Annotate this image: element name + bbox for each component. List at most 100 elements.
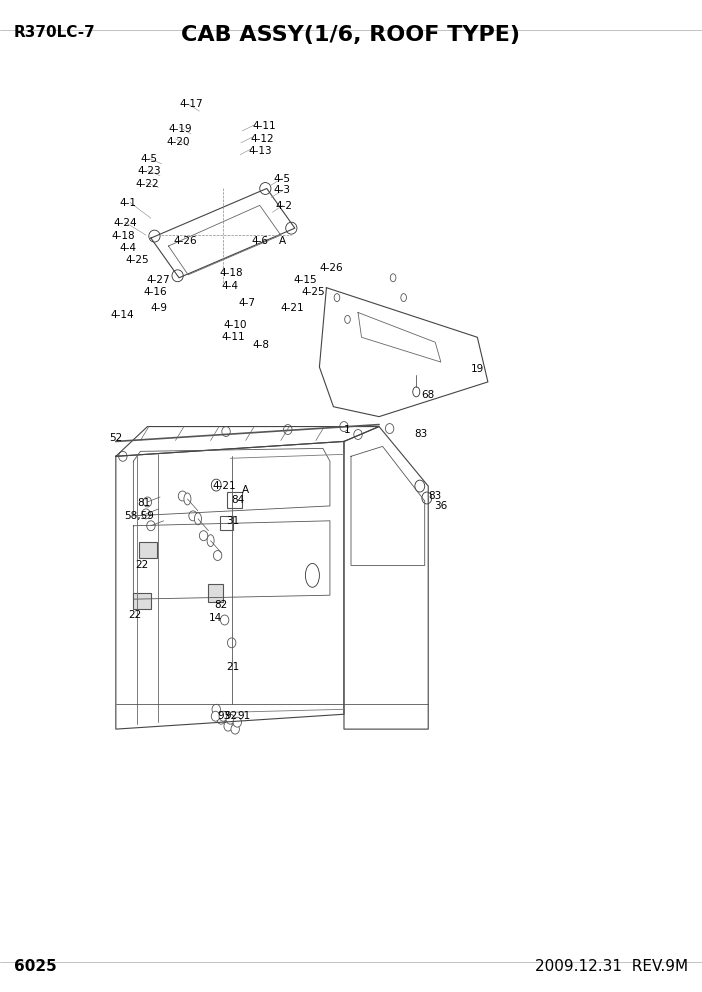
Text: 4-13: 4-13 (249, 146, 272, 156)
Text: 58,59: 58,59 (124, 511, 154, 521)
Ellipse shape (226, 714, 234, 724)
Text: 31: 31 (226, 516, 239, 526)
Ellipse shape (178, 491, 187, 501)
Ellipse shape (305, 563, 319, 587)
Text: 4-18: 4-18 (112, 231, 135, 241)
Text: 2009.12.31  REV.9M: 2009.12.31 REV.9M (535, 959, 688, 974)
Text: CAB ASSY(1/6, ROOF TYPE): CAB ASSY(1/6, ROOF TYPE) (182, 25, 520, 45)
Ellipse shape (415, 480, 425, 492)
Ellipse shape (149, 230, 160, 242)
Text: 4-1: 4-1 (119, 198, 136, 208)
Text: 83: 83 (428, 491, 442, 501)
Text: 4-9: 4-9 (151, 303, 168, 312)
Text: 4-8: 4-8 (253, 340, 270, 350)
Text: 4-24: 4-24 (114, 218, 138, 228)
Ellipse shape (413, 387, 420, 397)
Ellipse shape (401, 294, 406, 302)
Ellipse shape (212, 704, 220, 714)
Text: 82: 82 (214, 600, 227, 610)
Text: 4-16: 4-16 (144, 287, 168, 297)
Bar (139, 542, 157, 558)
Text: 52: 52 (109, 434, 122, 443)
Text: 4-4: 4-4 (119, 243, 136, 253)
Text: 68: 68 (421, 390, 435, 400)
Text: 4-15: 4-15 (293, 275, 317, 285)
Text: 81: 81 (138, 498, 151, 508)
Text: 4-22: 4-22 (135, 179, 159, 188)
Bar (208, 584, 223, 602)
Ellipse shape (172, 270, 183, 282)
Text: 4-25: 4-25 (302, 287, 326, 297)
Text: 19: 19 (470, 364, 484, 374)
Text: 4-5: 4-5 (140, 154, 157, 164)
Ellipse shape (199, 531, 208, 541)
Text: 4-21: 4-21 (213, 481, 237, 491)
Text: 4-20: 4-20 (166, 137, 190, 147)
Text: 22: 22 (135, 560, 148, 570)
Text: 91: 91 (237, 711, 251, 721)
Ellipse shape (217, 714, 225, 724)
Ellipse shape (354, 430, 362, 439)
Text: R370LC-7: R370LC-7 (14, 25, 95, 40)
Text: 6025: 6025 (14, 959, 57, 974)
Text: 92: 92 (225, 711, 238, 721)
Ellipse shape (211, 479, 221, 491)
Text: 4-11: 4-11 (253, 121, 277, 131)
Text: 4-6: 4-6 (251, 236, 268, 246)
Text: 93: 93 (218, 711, 231, 721)
Text: 4-26: 4-26 (319, 263, 343, 273)
Ellipse shape (227, 638, 236, 648)
Ellipse shape (213, 551, 222, 560)
Text: 22: 22 (128, 610, 141, 620)
Ellipse shape (194, 513, 201, 525)
Ellipse shape (340, 422, 348, 432)
Text: 1: 1 (344, 425, 350, 434)
Text: 4-21: 4-21 (281, 303, 305, 312)
Text: 4-11: 4-11 (221, 332, 245, 342)
Text: 4-23: 4-23 (138, 166, 161, 176)
Ellipse shape (189, 511, 197, 521)
Text: 4-26: 4-26 (173, 236, 197, 246)
Ellipse shape (210, 592, 218, 602)
Ellipse shape (286, 222, 297, 234)
Ellipse shape (390, 274, 396, 282)
Ellipse shape (224, 721, 232, 731)
Text: 4-14: 4-14 (111, 310, 135, 320)
Text: 21: 21 (226, 662, 239, 672)
Text: 4-2: 4-2 (276, 201, 293, 211)
Text: 4-4: 4-4 (221, 281, 238, 291)
Ellipse shape (231, 724, 239, 734)
Ellipse shape (284, 425, 292, 434)
Ellipse shape (119, 451, 127, 461)
Bar (220, 516, 233, 530)
Text: 84: 84 (232, 495, 245, 505)
Text: 4-27: 4-27 (146, 275, 170, 285)
Ellipse shape (260, 183, 271, 194)
Ellipse shape (220, 615, 229, 625)
Text: 83: 83 (414, 429, 428, 438)
Ellipse shape (147, 521, 155, 531)
Text: 4-5: 4-5 (274, 174, 291, 184)
Text: 4-12: 4-12 (251, 134, 274, 144)
Ellipse shape (184, 493, 191, 505)
Ellipse shape (142, 509, 150, 519)
Text: 4-17: 4-17 (179, 99, 203, 109)
Text: 4-10: 4-10 (223, 320, 246, 330)
Text: 14: 14 (209, 613, 223, 623)
Ellipse shape (334, 294, 340, 302)
Ellipse shape (345, 315, 350, 323)
Ellipse shape (143, 497, 152, 507)
Ellipse shape (422, 492, 432, 504)
Ellipse shape (207, 535, 214, 547)
Text: 4-19: 4-19 (168, 124, 192, 134)
Ellipse shape (385, 424, 394, 434)
Bar (227, 492, 242, 508)
Bar (133, 593, 151, 609)
Text: 4-3: 4-3 (274, 186, 291, 195)
Ellipse shape (219, 711, 227, 721)
Text: 4-25: 4-25 (125, 255, 149, 265)
Text: A: A (242, 485, 249, 495)
Text: 36: 36 (434, 501, 447, 511)
Ellipse shape (222, 427, 230, 436)
Text: 4-7: 4-7 (239, 298, 256, 308)
